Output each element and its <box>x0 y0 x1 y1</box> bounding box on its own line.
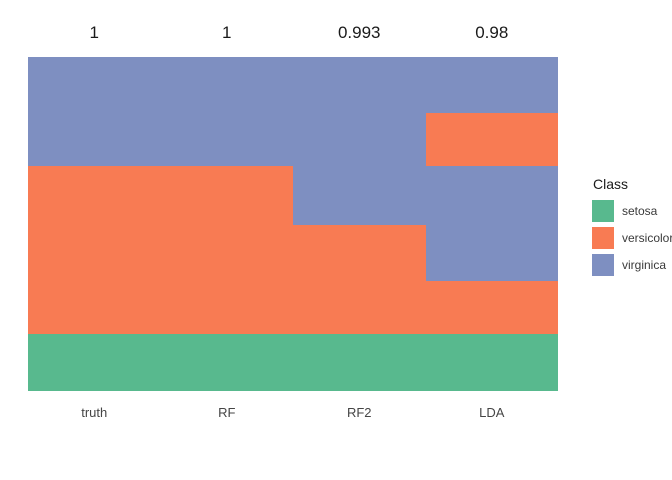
legend-item-setosa: setosa <box>592 200 672 222</box>
plot-column-RF <box>160 57 293 391</box>
plot-segment-virginica <box>28 57 161 166</box>
plot-segment-virginica <box>425 57 558 114</box>
plot-segment-versicolor <box>425 280 558 334</box>
score-label: 0.98 <box>475 23 509 42</box>
x-axis-label: RF2 <box>346 405 372 420</box>
legend-label: setosa <box>622 204 658 218</box>
plot-segment-versicolor <box>160 165 293 334</box>
plot-segment-setosa <box>425 333 558 391</box>
legend: Class setosa versicolor virginica <box>592 176 672 281</box>
score-label: 0.993 <box>337 23 381 42</box>
plot-segment-setosa <box>28 333 161 391</box>
legend-label: virginica <box>622 258 667 272</box>
legend-title: Class <box>593 176 629 192</box>
plot-segment-virginica <box>425 165 558 281</box>
plot-column-RF2 <box>293 57 426 391</box>
x-axis-label: LDA <box>479 405 505 420</box>
legend-label: versicolor <box>622 231 672 245</box>
score-label: 1 <box>222 23 232 42</box>
plot-segment-versicolor <box>28 165 161 334</box>
plot-column-LDA <box>425 57 558 391</box>
plot-segment-setosa <box>160 333 293 391</box>
legend-swatch-versicolor <box>592 227 614 249</box>
legend-item-virginica: virginica <box>592 254 672 276</box>
legend-item-versicolor: versicolor <box>592 227 672 249</box>
plot-segment-versicolor <box>425 113 558 166</box>
x-axis-label: truth <box>81 405 108 420</box>
score-label: 1 <box>89 23 99 42</box>
x-axis-labels-row: truth RF RF2 LDA <box>28 405 558 421</box>
legend-items: setosa versicolor virginica <box>592 200 672 276</box>
plot-segment-versicolor <box>293 225 426 334</box>
plot-segment-setosa <box>293 333 426 391</box>
plot-segment-virginica <box>293 57 426 225</box>
legend-swatch-setosa <box>592 200 614 222</box>
plot-area <box>28 57 558 391</box>
score-labels-row: 1 1 0.993 0.98 <box>28 24 558 42</box>
legend-swatch-virginica <box>592 254 614 276</box>
plot-segment-virginica <box>160 57 293 166</box>
x-axis-label: RF <box>218 405 236 420</box>
plot-column-truth <box>28 57 161 391</box>
